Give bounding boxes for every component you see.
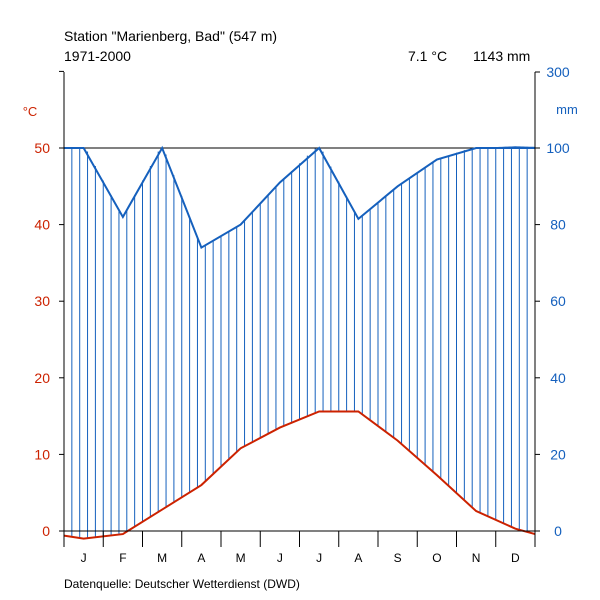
chart-period: 1971-2000: [64, 48, 131, 64]
month-label: N: [472, 551, 481, 565]
month-label: D: [511, 551, 520, 565]
precipitation-line: [64, 145, 535, 250]
right-tick-label: 20: [550, 446, 566, 462]
humid-period-hatching: [63, 148, 536, 539]
data-source: Datenquelle: Deutscher Wetterdienst (DWD…: [64, 577, 300, 591]
month-label: J: [81, 551, 87, 565]
temperature-line: [63, 410, 536, 540]
month-label: F: [119, 551, 126, 565]
left-tick-label: 50: [34, 140, 50, 156]
right-tick-label: 100: [546, 140, 570, 156]
month-label: M: [236, 551, 246, 565]
right-tick-label: 300: [546, 64, 570, 80]
right-tick-label: 40: [550, 370, 566, 386]
right-axis-label: mm: [556, 102, 578, 117]
left-tick-label: 10: [34, 446, 50, 462]
right-tick-label: 80: [550, 217, 566, 233]
left-tick-label: 0: [42, 523, 50, 539]
annual-precipitation: 1143 mm: [473, 48, 531, 64]
month-label: S: [394, 551, 402, 565]
month-label: O: [432, 551, 441, 565]
month-label: A: [197, 551, 205, 565]
left-axis-label: °C: [23, 104, 38, 119]
left-tick-label: 40: [34, 217, 50, 233]
month-label: J: [316, 551, 322, 565]
left-tick-label: 30: [34, 293, 50, 309]
chart-title: Station "Marienberg, Bad" (547 m): [64, 28, 278, 44]
mean-temperature: 7.1 °C: [408, 48, 448, 64]
tick-labels: 0 10 20 30 40 50 °C 0 20 40 60 80 100 300 mm J F M A M J J A S O…: [23, 64, 578, 565]
month-label: M: [157, 551, 167, 565]
chart-axes: [59, 70, 540, 547]
data-lines: [63, 145, 536, 540]
right-tick-label: 60: [550, 293, 566, 309]
month-label: A: [354, 551, 362, 565]
right-tick-label: 0: [554, 523, 562, 539]
month-label: J: [277, 551, 283, 565]
left-tick-label: 20: [34, 370, 50, 386]
